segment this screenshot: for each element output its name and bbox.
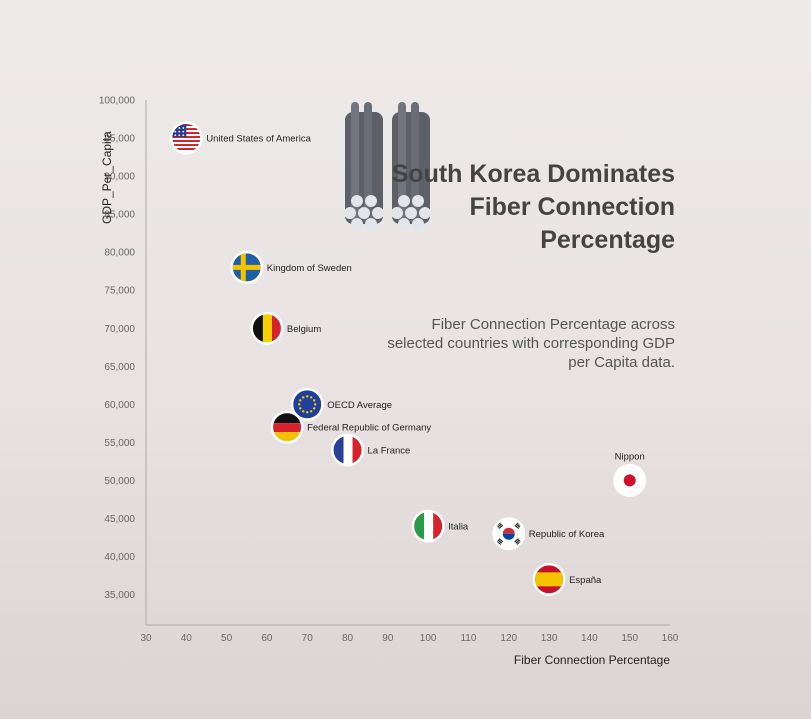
x-axis-title: Fiber Connection Percentage <box>514 653 670 667</box>
y-tick-label: 50,000 <box>104 476 135 487</box>
x-tick-label: 110 <box>460 633 476 644</box>
flag-germany-icon <box>273 413 302 442</box>
x-tick-label: 100 <box>420 633 437 644</box>
x-tick-label: 50 <box>221 633 233 644</box>
flag-japan-icon <box>615 466 644 495</box>
point-label: La France <box>368 446 411 457</box>
data-point[interactable]: Kingdom of Sweden <box>230 250 352 284</box>
flag-korea-icon <box>494 519 523 548</box>
y-tick-label: 40,000 <box>104 552 135 563</box>
data-point[interactable]: OECD Average <box>290 387 392 421</box>
point-label: Italia <box>448 522 469 533</box>
y-tick-label: 80,000 <box>104 248 135 259</box>
y-tick-label: 70,000 <box>104 324 135 335</box>
point-label: OECD Average <box>327 400 392 411</box>
fiber-cable-icon <box>344 102 431 230</box>
y-tick-label: 60,000 <box>104 400 135 411</box>
point-label: Republic of Korea <box>529 529 605 540</box>
data-point[interactable]: Belgium <box>250 311 321 345</box>
data-point[interactable]: Nippon <box>613 451 647 497</box>
data-points: United States of America Kingdom of Swede… <box>169 121 647 596</box>
point-label: United States of America <box>206 134 311 145</box>
x-tick-label: 40 <box>181 633 193 644</box>
y-tick-label: 90,000 <box>104 172 135 183</box>
y-tick-label: 55,000 <box>104 438 135 449</box>
point-label: Belgium <box>287 324 321 335</box>
data-point[interactable]: La France <box>331 433 411 467</box>
x-tick-label: 150 <box>621 633 638 644</box>
flag-spain-icon <box>535 565 564 594</box>
flag-france-icon <box>333 436 362 464</box>
flag-sweden-icon <box>232 253 261 282</box>
y-tick-label: 35,000 <box>104 590 135 601</box>
point-label: Federal Republic of Germany <box>307 423 431 434</box>
x-tick-label: 160 <box>662 633 679 644</box>
x-tick-labels: 30 40 50 60 70 80 90 100 110 120 130 140 150 160 <box>140 633 678 644</box>
y-tick-labels: 35,000 40,000 45,000 50,000 55,000 60,000 65,0… <box>99 96 136 602</box>
flag-belgium-icon <box>252 314 281 343</box>
y-tick-label: 95,000 <box>104 134 135 145</box>
chart-title: South Korea Dominates Fiber Connection P… <box>391 160 675 254</box>
data-point[interactable]: Federal Republic of Germany <box>270 410 432 444</box>
x-tick-label: 60 <box>261 633 273 644</box>
x-tick-label: 120 <box>500 633 517 644</box>
y-tick-label: 45,000 <box>104 514 135 525</box>
data-point[interactable]: Republic of Korea <box>492 517 605 551</box>
x-tick-label: 30 <box>140 633 152 644</box>
point-label: Kingdom of Sweden <box>267 263 352 274</box>
flag-usa-icon <box>172 124 201 153</box>
point-label: España <box>569 575 602 586</box>
flag-eu-icon <box>293 390 322 419</box>
y-tick-label: 85,000 <box>104 210 135 221</box>
y-tick-label: 65,000 <box>104 362 135 373</box>
chart-subtitle: Fiber Connection Percentage across selec… <box>387 316 675 371</box>
y-axis-title: GDP_Per_Capita <box>100 131 114 224</box>
y-tick-label: 100,000 <box>99 96 136 107</box>
data-point[interactable]: España <box>532 562 602 596</box>
data-point[interactable]: Italia <box>411 509 469 543</box>
x-tick-label: 70 <box>302 633 314 644</box>
x-tick-label: 130 <box>541 633 558 644</box>
x-tick-label: 90 <box>382 633 394 644</box>
point-label: Nippon <box>615 451 645 462</box>
flag-italy-icon <box>414 512 443 541</box>
y-tick-label: 75,000 <box>104 286 135 297</box>
data-point[interactable]: United States of America <box>169 121 312 155</box>
x-tick-label: 80 <box>342 633 354 644</box>
x-tick-label: 140 <box>581 633 598 644</box>
